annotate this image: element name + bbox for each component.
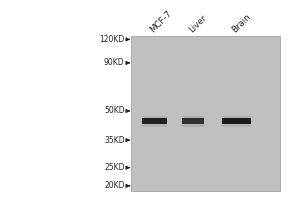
Text: 20KD: 20KD bbox=[104, 181, 124, 190]
Bar bbox=[130, 36, 280, 191]
Text: 35KD: 35KD bbox=[104, 136, 124, 145]
Text: 120KD: 120KD bbox=[99, 35, 124, 44]
Bar bbox=[182, 118, 205, 124]
Bar bbox=[222, 116, 251, 127]
Text: Liver: Liver bbox=[187, 13, 208, 34]
Bar bbox=[222, 118, 251, 124]
Text: 25KD: 25KD bbox=[104, 163, 124, 172]
Bar bbox=[182, 116, 205, 127]
Bar bbox=[142, 118, 167, 124]
Bar bbox=[142, 116, 167, 127]
Text: Brain: Brain bbox=[230, 12, 253, 34]
Text: 90KD: 90KD bbox=[104, 58, 124, 67]
Text: MCF-7: MCF-7 bbox=[148, 9, 174, 34]
Text: 50KD: 50KD bbox=[104, 106, 124, 115]
